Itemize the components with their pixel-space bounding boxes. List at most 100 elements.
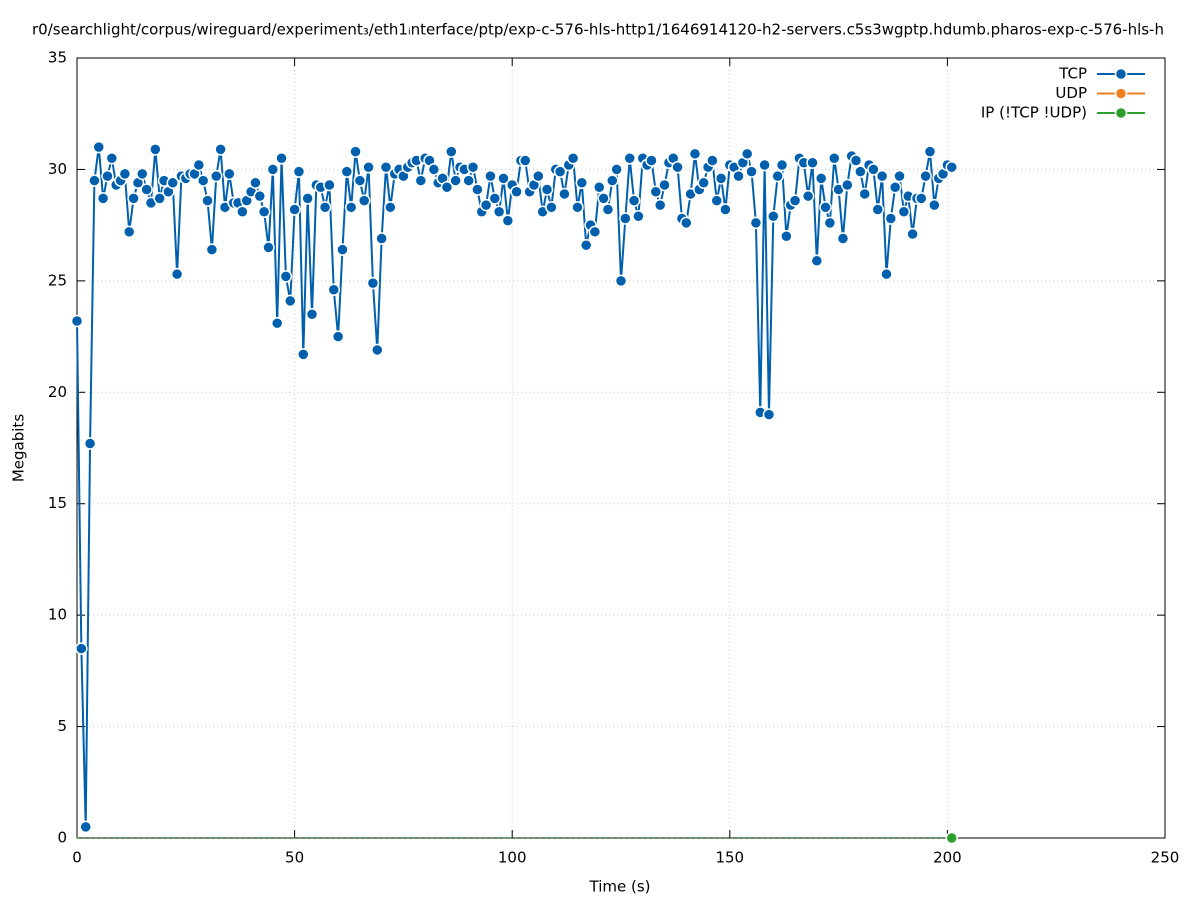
y-tick-label: 10 [48, 606, 67, 624]
y-axis-label: Megabits [10, 414, 28, 482]
legend-label: TCP [1058, 65, 1087, 83]
data-point [262, 241, 275, 254]
data-point [884, 212, 898, 225]
data-point [379, 160, 393, 174]
data-point [597, 192, 610, 205]
data-point [540, 183, 554, 196]
data-point [127, 192, 140, 205]
data-point [697, 176, 710, 190]
data-point [340, 165, 354, 178]
data-point [497, 172, 510, 185]
data-point [836, 232, 850, 245]
data-point [575, 176, 589, 190]
data-point [375, 232, 388, 245]
data-point [823, 216, 837, 230]
legend-marker [1114, 87, 1128, 100]
x-tick-label: 50 [285, 849, 304, 867]
data-point [140, 183, 153, 196]
data-point [732, 169, 745, 183]
data-point [867, 163, 880, 176]
data-point [445, 145, 458, 158]
data-point [897, 205, 911, 219]
data-point [819, 201, 832, 214]
data-point [344, 201, 358, 214]
x-tick-label: 100 [498, 849, 527, 867]
data-point [532, 169, 545, 183]
data-point [501, 214, 515, 227]
data-point [545, 201, 558, 214]
data-point [871, 203, 885, 216]
data-point [357, 194, 371, 207]
plot-border [76, 57, 1166, 839]
data-point [658, 178, 671, 192]
data-point [427, 163, 441, 176]
data-point [366, 276, 380, 290]
data-point [880, 267, 893, 281]
data-point [588, 225, 602, 239]
legend-marker [1114, 106, 1128, 120]
data-point [440, 181, 454, 194]
data-point [519, 154, 532, 167]
data-point [414, 174, 428, 187]
data-point [323, 178, 336, 192]
data-point [288, 203, 301, 216]
data-point [75, 642, 88, 655]
data-point [801, 189, 815, 203]
data-point [780, 230, 793, 243]
data-point [710, 194, 723, 207]
data-point [327, 283, 341, 297]
data-point [292, 165, 306, 178]
data-point [83, 437, 97, 450]
data-point [488, 192, 502, 205]
data-point [257, 205, 271, 219]
data-point [270, 316, 284, 330]
y-tick-label: 15 [48, 494, 67, 512]
data-point [758, 158, 771, 172]
data-point [614, 274, 628, 288]
x-tick-label: 200 [933, 849, 962, 867]
data-point [479, 198, 493, 212]
data-point [810, 254, 824, 268]
data-point [510, 185, 523, 198]
y-tick-label: 20 [48, 383, 67, 401]
data-point [196, 174, 210, 187]
data-point [945, 831, 959, 845]
data-point [92, 140, 106, 154]
x-tick-label: 250 [1151, 849, 1180, 867]
data-point [279, 270, 293, 283]
data-point [88, 174, 101, 187]
data-point [253, 189, 267, 203]
data-point [484, 169, 497, 183]
data-point [331, 330, 345, 343]
data-point [553, 165, 567, 178]
data-point [806, 156, 819, 169]
data-point [336, 243, 349, 256]
data-point [671, 160, 684, 174]
data-point [471, 183, 484, 196]
data-point [649, 185, 663, 198]
data-point [623, 152, 636, 165]
x-tick-label: 150 [715, 849, 744, 867]
data-point [349, 145, 362, 158]
data-point [745, 165, 758, 178]
data-point [627, 194, 641, 207]
y-tick-label: 35 [48, 49, 67, 67]
data-point [771, 169, 784, 183]
data-point [854, 165, 867, 178]
data-point [201, 194, 214, 207]
data-point [136, 167, 149, 181]
data-point [858, 187, 871, 201]
data-point [122, 225, 136, 239]
data-point [275, 152, 288, 165]
data-point [79, 820, 92, 834]
data-point [645, 154, 658, 167]
data-point [893, 169, 906, 183]
data-point [923, 145, 937, 158]
data-point [466, 160, 480, 174]
data-point [301, 192, 314, 205]
data-point [680, 216, 693, 230]
data-point [888, 181, 902, 194]
data-point [749, 216, 763, 230]
data-point [714, 172, 728, 185]
